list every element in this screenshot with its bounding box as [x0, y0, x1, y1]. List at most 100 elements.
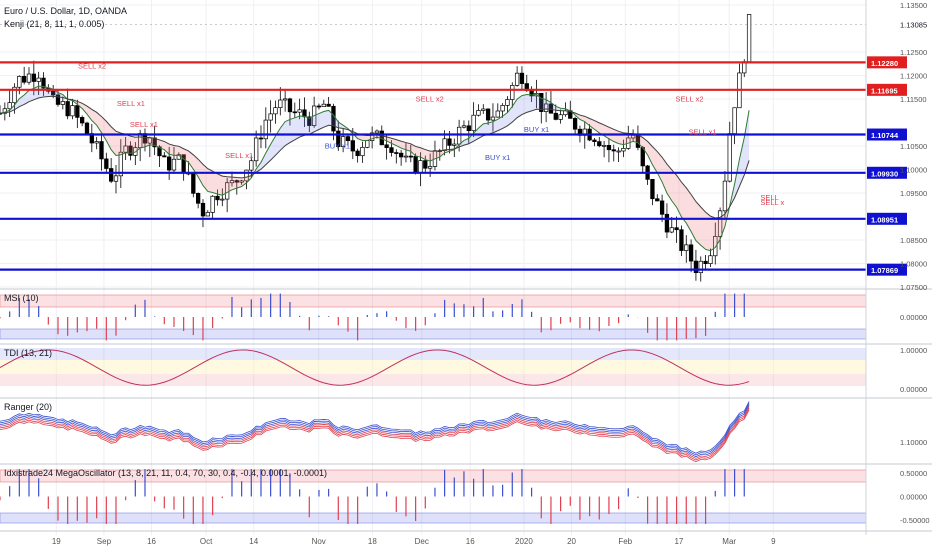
candle-body-48: [229, 180, 235, 184]
candle-body-116: [558, 114, 563, 120]
ma-band-80: [386, 136, 392, 144]
ma-band-86: [415, 146, 421, 158]
ma-band-60: [289, 117, 295, 143]
ma-band-149: [720, 214, 725, 240]
candle-body-36: [171, 158, 177, 171]
buy-label-1: BUY x1: [485, 153, 510, 162]
ma-band-108: [521, 94, 527, 115]
candle-body-123: [592, 139, 597, 142]
candle-body-78: [374, 130, 380, 134]
candle-body-144: [693, 260, 699, 274]
buy-label-0: BUY x1: [325, 141, 350, 150]
candle-body-63: [302, 109, 307, 118]
ma-band-140: [676, 175, 682, 217]
ma-band-26: [125, 134, 131, 154]
candle-body-101: [485, 108, 491, 121]
x-tick-1: Sep: [97, 537, 112, 546]
x-tick-10: 20: [567, 537, 576, 546]
sell-label-2: SELL x1: [130, 120, 158, 129]
ma-band-85: [410, 143, 416, 157]
candle-body-75: [360, 147, 365, 157]
ma-band-131: [633, 133, 638, 143]
sell-label-4: SELL x2: [416, 94, 444, 103]
ma-band-61: [294, 116, 300, 140]
candle-body-5: [22, 76, 27, 83]
ma-band-87: [420, 147, 426, 160]
candle-body-105: [505, 99, 510, 106]
candle-body-59: [282, 98, 288, 101]
ma-band-62: [299, 116, 305, 138]
ma-band-9: [43, 86, 49, 97]
ma-band-59: [285, 119, 290, 146]
sell-label-5: SELL x2: [675, 94, 703, 103]
ma-band-63: [304, 116, 310, 136]
candle-body-80: [384, 144, 389, 148]
candle-body-51: [244, 169, 249, 182]
candle-body-82: [394, 152, 399, 154]
candle-body-26: [123, 145, 128, 153]
ma-band-55: [265, 144, 271, 165]
candle-body-93: [447, 138, 452, 146]
candle-body-68: [326, 103, 331, 107]
candle-body-24: [113, 175, 119, 182]
candle-body-95: [456, 126, 462, 145]
candle-body-143: [688, 244, 694, 262]
candle-body-127: [611, 149, 616, 152]
level-label-1: 1.11695: [871, 86, 898, 95]
ma-band-28: [135, 136, 141, 153]
level-label-3: 1.09930: [871, 169, 898, 178]
ma-band-33: [159, 139, 165, 150]
candle-body-58: [278, 99, 283, 109]
level-badge-0: [867, 56, 907, 69]
x-tick-9: 2020: [515, 537, 533, 546]
panel-1-tick-1: 0.00000: [900, 385, 927, 394]
level-badge-2: [867, 128, 907, 141]
ma-band-25: [120, 133, 126, 155]
ma-band-65: [314, 113, 319, 132]
chart-title: Euro / U.S. Dollar, 1D, OANDA: [4, 6, 128, 16]
ma-band-43: [207, 168, 213, 193]
ma-band-66: [318, 111, 324, 130]
candle-body-17: [80, 117, 85, 124]
ma-band-97: [468, 133, 474, 144]
ma-band-49: [236, 177, 242, 189]
candle-body-33: [157, 146, 162, 157]
candle-body-60: [287, 98, 293, 113]
candle-body-128: [616, 150, 621, 153]
candle-body-23: [109, 168, 114, 182]
candle-body-99: [476, 110, 481, 116]
ranger-line-5: [0, 401, 750, 454]
candle-body-21: [99, 141, 104, 160]
ma-band-64: [309, 115, 315, 135]
candle-body-152: [732, 107, 737, 134]
tdi-upper-zone: [0, 348, 866, 360]
candle-body-45: [215, 195, 220, 201]
panel-2-tick-0: 1.10000: [900, 438, 927, 447]
ma-band-12: [57, 92, 63, 98]
candle-body-46: [220, 198, 225, 201]
candle-body-84: [403, 155, 409, 158]
candle-body-73: [350, 140, 355, 152]
panel-label-3: Idxistrade24 MegaOscillator (13, 8, 21, …: [4, 468, 328, 478]
ma-band-48: [231, 177, 237, 190]
ma-band-8: [38, 86, 44, 98]
candle-body-18: [84, 122, 90, 134]
ma-band-100: [483, 123, 489, 136]
candle-body-83: [398, 152, 404, 158]
ma-band-32: [154, 138, 160, 148]
ma-band-27: [130, 136, 136, 154]
ma-band-141: [681, 182, 687, 224]
candle-body-97: [466, 125, 471, 132]
candle-body-106: [510, 85, 515, 100]
ma-band-84: [405, 142, 411, 152]
ma-band-112: [541, 98, 547, 110]
candle-body-142: [684, 244, 689, 251]
ma-band-54: [260, 152, 266, 170]
candle-body-55: [263, 119, 268, 140]
price-tick-6: 1.09500: [900, 189, 927, 198]
candle-body-62: [297, 109, 302, 113]
ma-band-77: [372, 134, 377, 139]
candle-body-7: [31, 73, 36, 82]
candle-body-42: [200, 202, 206, 217]
